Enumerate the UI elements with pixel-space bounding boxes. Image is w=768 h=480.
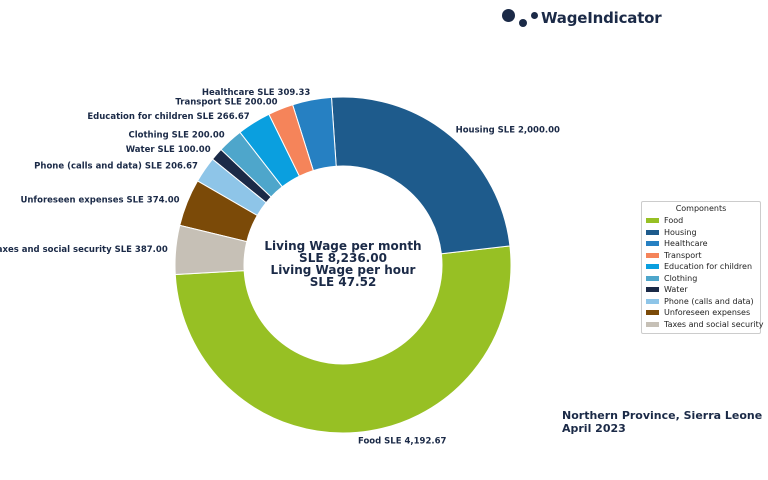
legend-item-clothing: Clothing bbox=[646, 273, 756, 285]
center-text-hourly-label: Living Wage per hour bbox=[271, 263, 416, 277]
slice-housing bbox=[330, 96, 511, 255]
region-text: Northern Province, Sierra Leone bbox=[562, 409, 763, 422]
legend-item-housing: Housing bbox=[646, 227, 756, 239]
legend-label: Clothing bbox=[664, 273, 698, 283]
wageindicator-logo[interactable]: WageIndicator bbox=[501, 6, 662, 30]
legend-label: Phone (calls and data) bbox=[664, 296, 754, 306]
slice-taxes-and-social-security bbox=[174, 224, 248, 276]
legend-label: Transport bbox=[664, 250, 702, 260]
legend-label: Water bbox=[664, 285, 688, 295]
legend-item-water: Water bbox=[646, 284, 756, 296]
legend-label: Taxes and social security bbox=[664, 319, 764, 329]
legend-item-unforeseen-expenses: Unforeseen expenses bbox=[646, 307, 756, 319]
legend-swatch bbox=[646, 264, 659, 270]
slice-label-water: Water SLE 100.00 bbox=[126, 145, 211, 155]
legend-swatch bbox=[646, 241, 659, 247]
slice-label-phone-calls-and-data: Phone (calls and data) SLE 206.67 bbox=[34, 161, 198, 171]
slice-label-housing: Housing SLE 2,000.00 bbox=[456, 126, 560, 136]
legend-item-healthcare: Healthcare bbox=[646, 238, 756, 250]
legend-swatch bbox=[646, 298, 659, 304]
slice-food bbox=[174, 245, 512, 434]
center-text-monthly-value: SLE 8,236.00 bbox=[299, 251, 387, 265]
slice-label-healthcare: Healthcare SLE 309.33 bbox=[202, 88, 311, 98]
slice-label-food: Food SLE 4,192.67 bbox=[358, 436, 447, 446]
chart-legend: Components Food Housing Healthcare Transpor… bbox=[641, 201, 763, 334]
center-text-monthly-label: Living Wage per month bbox=[264, 239, 421, 253]
legend-swatch bbox=[646, 310, 659, 316]
legend-swatch bbox=[646, 218, 659, 224]
legend-item-phone-calls-and-data: Phone (calls and data) bbox=[646, 296, 756, 308]
legend-title: Components bbox=[675, 204, 727, 213]
legend-swatch bbox=[646, 321, 659, 327]
slice-label-unforeseen-expenses: Unforeseen expenses SLE 374.00 bbox=[20, 196, 179, 206]
logo-text: WageIndicator bbox=[541, 9, 662, 27]
legend-label: Unforeseen expenses bbox=[664, 308, 751, 318]
legend-swatch bbox=[646, 275, 659, 281]
slice-label-clothing: Clothing SLE 200.00 bbox=[129, 131, 225, 141]
legend-label: Education for children bbox=[664, 262, 753, 272]
center-text-hourly-value: SLE 47.52 bbox=[310, 275, 377, 289]
date-text: April 2023 bbox=[562, 422, 626, 435]
legend-swatch bbox=[646, 287, 659, 293]
legend-item-education-for-children: Education for children bbox=[646, 261, 756, 273]
legend-swatch bbox=[646, 229, 659, 235]
legend-item-transport: Transport bbox=[646, 250, 756, 262]
slice-label-taxes-and-social-security: Taxes and social security SLE 387.00 bbox=[0, 245, 168, 255]
legend-label: Housing bbox=[664, 227, 697, 237]
legend-item-taxes-and-social-security: Taxes and social security bbox=[646, 319, 763, 331]
legend-item-food: Food bbox=[646, 215, 756, 227]
logo-dots-icon bbox=[501, 7, 541, 29]
location-caption: Northern Province, Sierra Leone April 20… bbox=[562, 409, 762, 435]
legend-label: Healthcare bbox=[664, 239, 708, 249]
slice-label-education-for-children: Education for children SLE 266.67 bbox=[87, 112, 249, 122]
legend-swatch bbox=[646, 252, 659, 258]
slice-label-transport: Transport SLE 200.00 bbox=[175, 98, 277, 108]
legend-label: Food bbox=[664, 216, 684, 226]
